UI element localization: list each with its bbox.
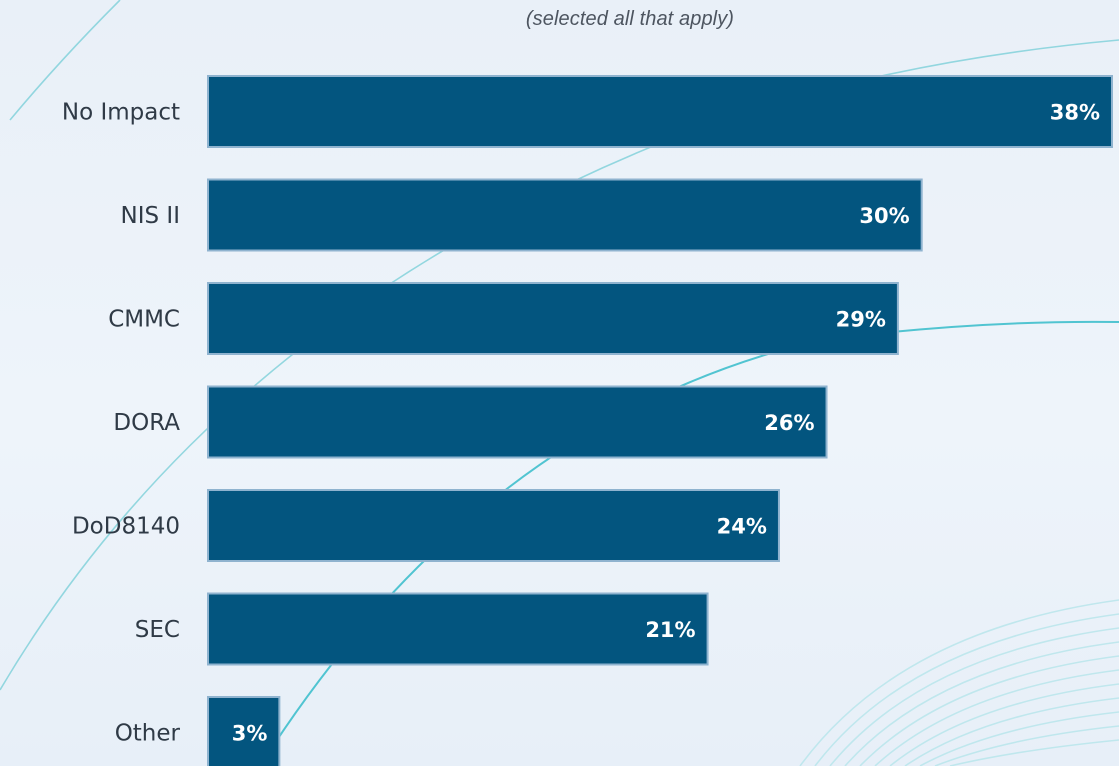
value-label: 26% <box>764 411 814 435</box>
bar-other <box>207 696 281 766</box>
bar-dora <box>207 385 828 459</box>
category-label: CMMC <box>108 307 180 333</box>
value-label: 21% <box>645 618 695 642</box>
value-label: 38% <box>1050 101 1100 125</box>
category-label: DORA <box>113 410 180 436</box>
category-label: SEC <box>135 617 180 643</box>
chart-subtitle: (selected all that apply) <box>525 8 735 30</box>
bar-no-impact <box>207 75 1113 148</box>
bars-group: No Impact 38% NIS II 30% CMMC 29% DORA 26% DoD81… <box>62 75 1113 766</box>
bar-cmmc <box>207 282 899 355</box>
value-label: 30% <box>859 204 909 228</box>
bar-nis-ii <box>207 178 923 252</box>
value-label: 24% <box>717 515 767 539</box>
bar-sec <box>207 592 709 666</box>
category-label: DoD8140 <box>72 514 180 540</box>
category-label: Other <box>115 721 181 747</box>
value-label: 3% <box>232 722 268 746</box>
value-label: 29% <box>836 308 886 332</box>
bar-dod8140 <box>207 489 780 562</box>
category-label: NIS II <box>121 203 180 229</box>
category-label: No Impact <box>62 100 180 126</box>
